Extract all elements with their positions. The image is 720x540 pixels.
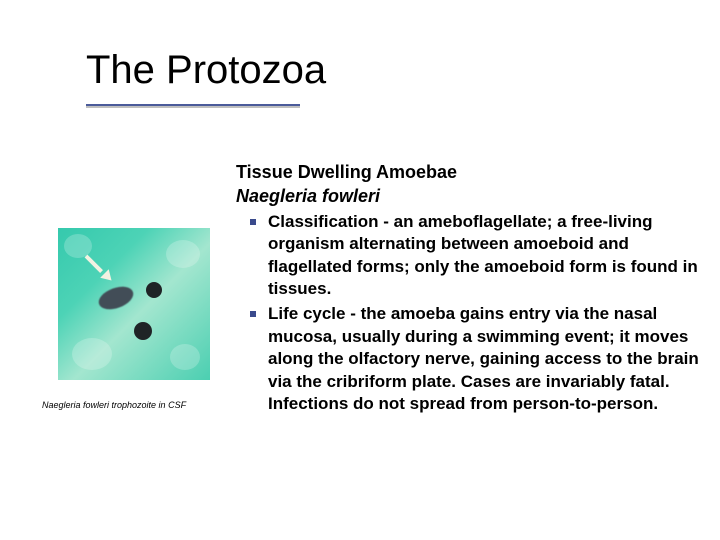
content-block: Tissue Dwelling Amoebae Naegleria fowler… bbox=[236, 160, 700, 418]
cell-dot bbox=[146, 282, 162, 298]
species-name: Naegleria fowleri bbox=[236, 184, 700, 208]
microscopy-image bbox=[58, 228, 210, 380]
section-heading: Tissue Dwelling Amoebae bbox=[236, 160, 700, 184]
slide-title: The Protozoa bbox=[86, 48, 326, 92]
cell-dot bbox=[134, 322, 152, 340]
bullet-list: Classification - an ameboflagellate; a f… bbox=[236, 211, 700, 416]
title-underline bbox=[86, 104, 300, 106]
slide-title-wrap: The Protozoa bbox=[86, 48, 326, 92]
bullet-item: Life cycle - the amoeba gains entry via … bbox=[236, 303, 700, 416]
trophozoite-shape bbox=[96, 282, 137, 313]
bullet-item: Classification - an ameboflagellate; a f… bbox=[236, 211, 700, 301]
pointer-arrow-icon bbox=[82, 250, 116, 284]
image-caption: Naegleria fowleri trophozoite in CSF bbox=[42, 400, 242, 410]
